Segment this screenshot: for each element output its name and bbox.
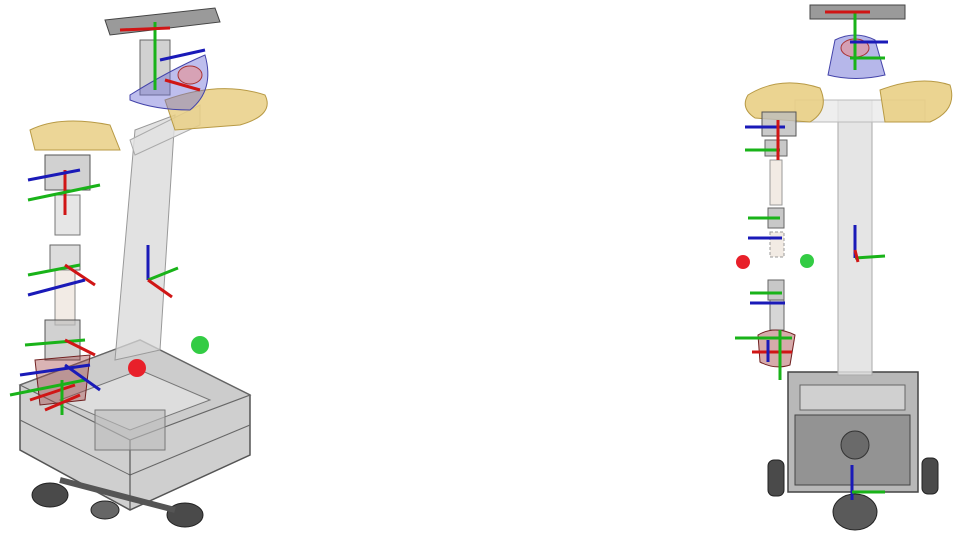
head-camera <box>104 7 221 111</box>
mast <box>794 99 926 376</box>
robot-front-view <box>700 0 958 537</box>
robot-front-diagram <box>735 4 953 531</box>
head-camera <box>809 4 906 79</box>
base-coordinate-frame <box>850 465 885 500</box>
mast-coordinate-frame <box>853 225 886 263</box>
robot-perspective-diagram <box>9 7 268 528</box>
mast-coordinate-frame <box>146 245 179 299</box>
arm-coordinate-frames <box>735 120 792 380</box>
arm-coordinate-frames <box>9 168 101 415</box>
red-target-marker <box>736 255 750 269</box>
green-target-marker <box>191 336 209 354</box>
robot-perspective-view <box>0 0 300 537</box>
red-target-marker <box>128 359 146 377</box>
shoulder-pads <box>29 88 268 151</box>
wheels <box>767 457 939 531</box>
green-target-marker <box>800 254 814 268</box>
wheels <box>31 477 204 528</box>
mobile-base <box>787 371 919 493</box>
mast <box>114 104 201 361</box>
